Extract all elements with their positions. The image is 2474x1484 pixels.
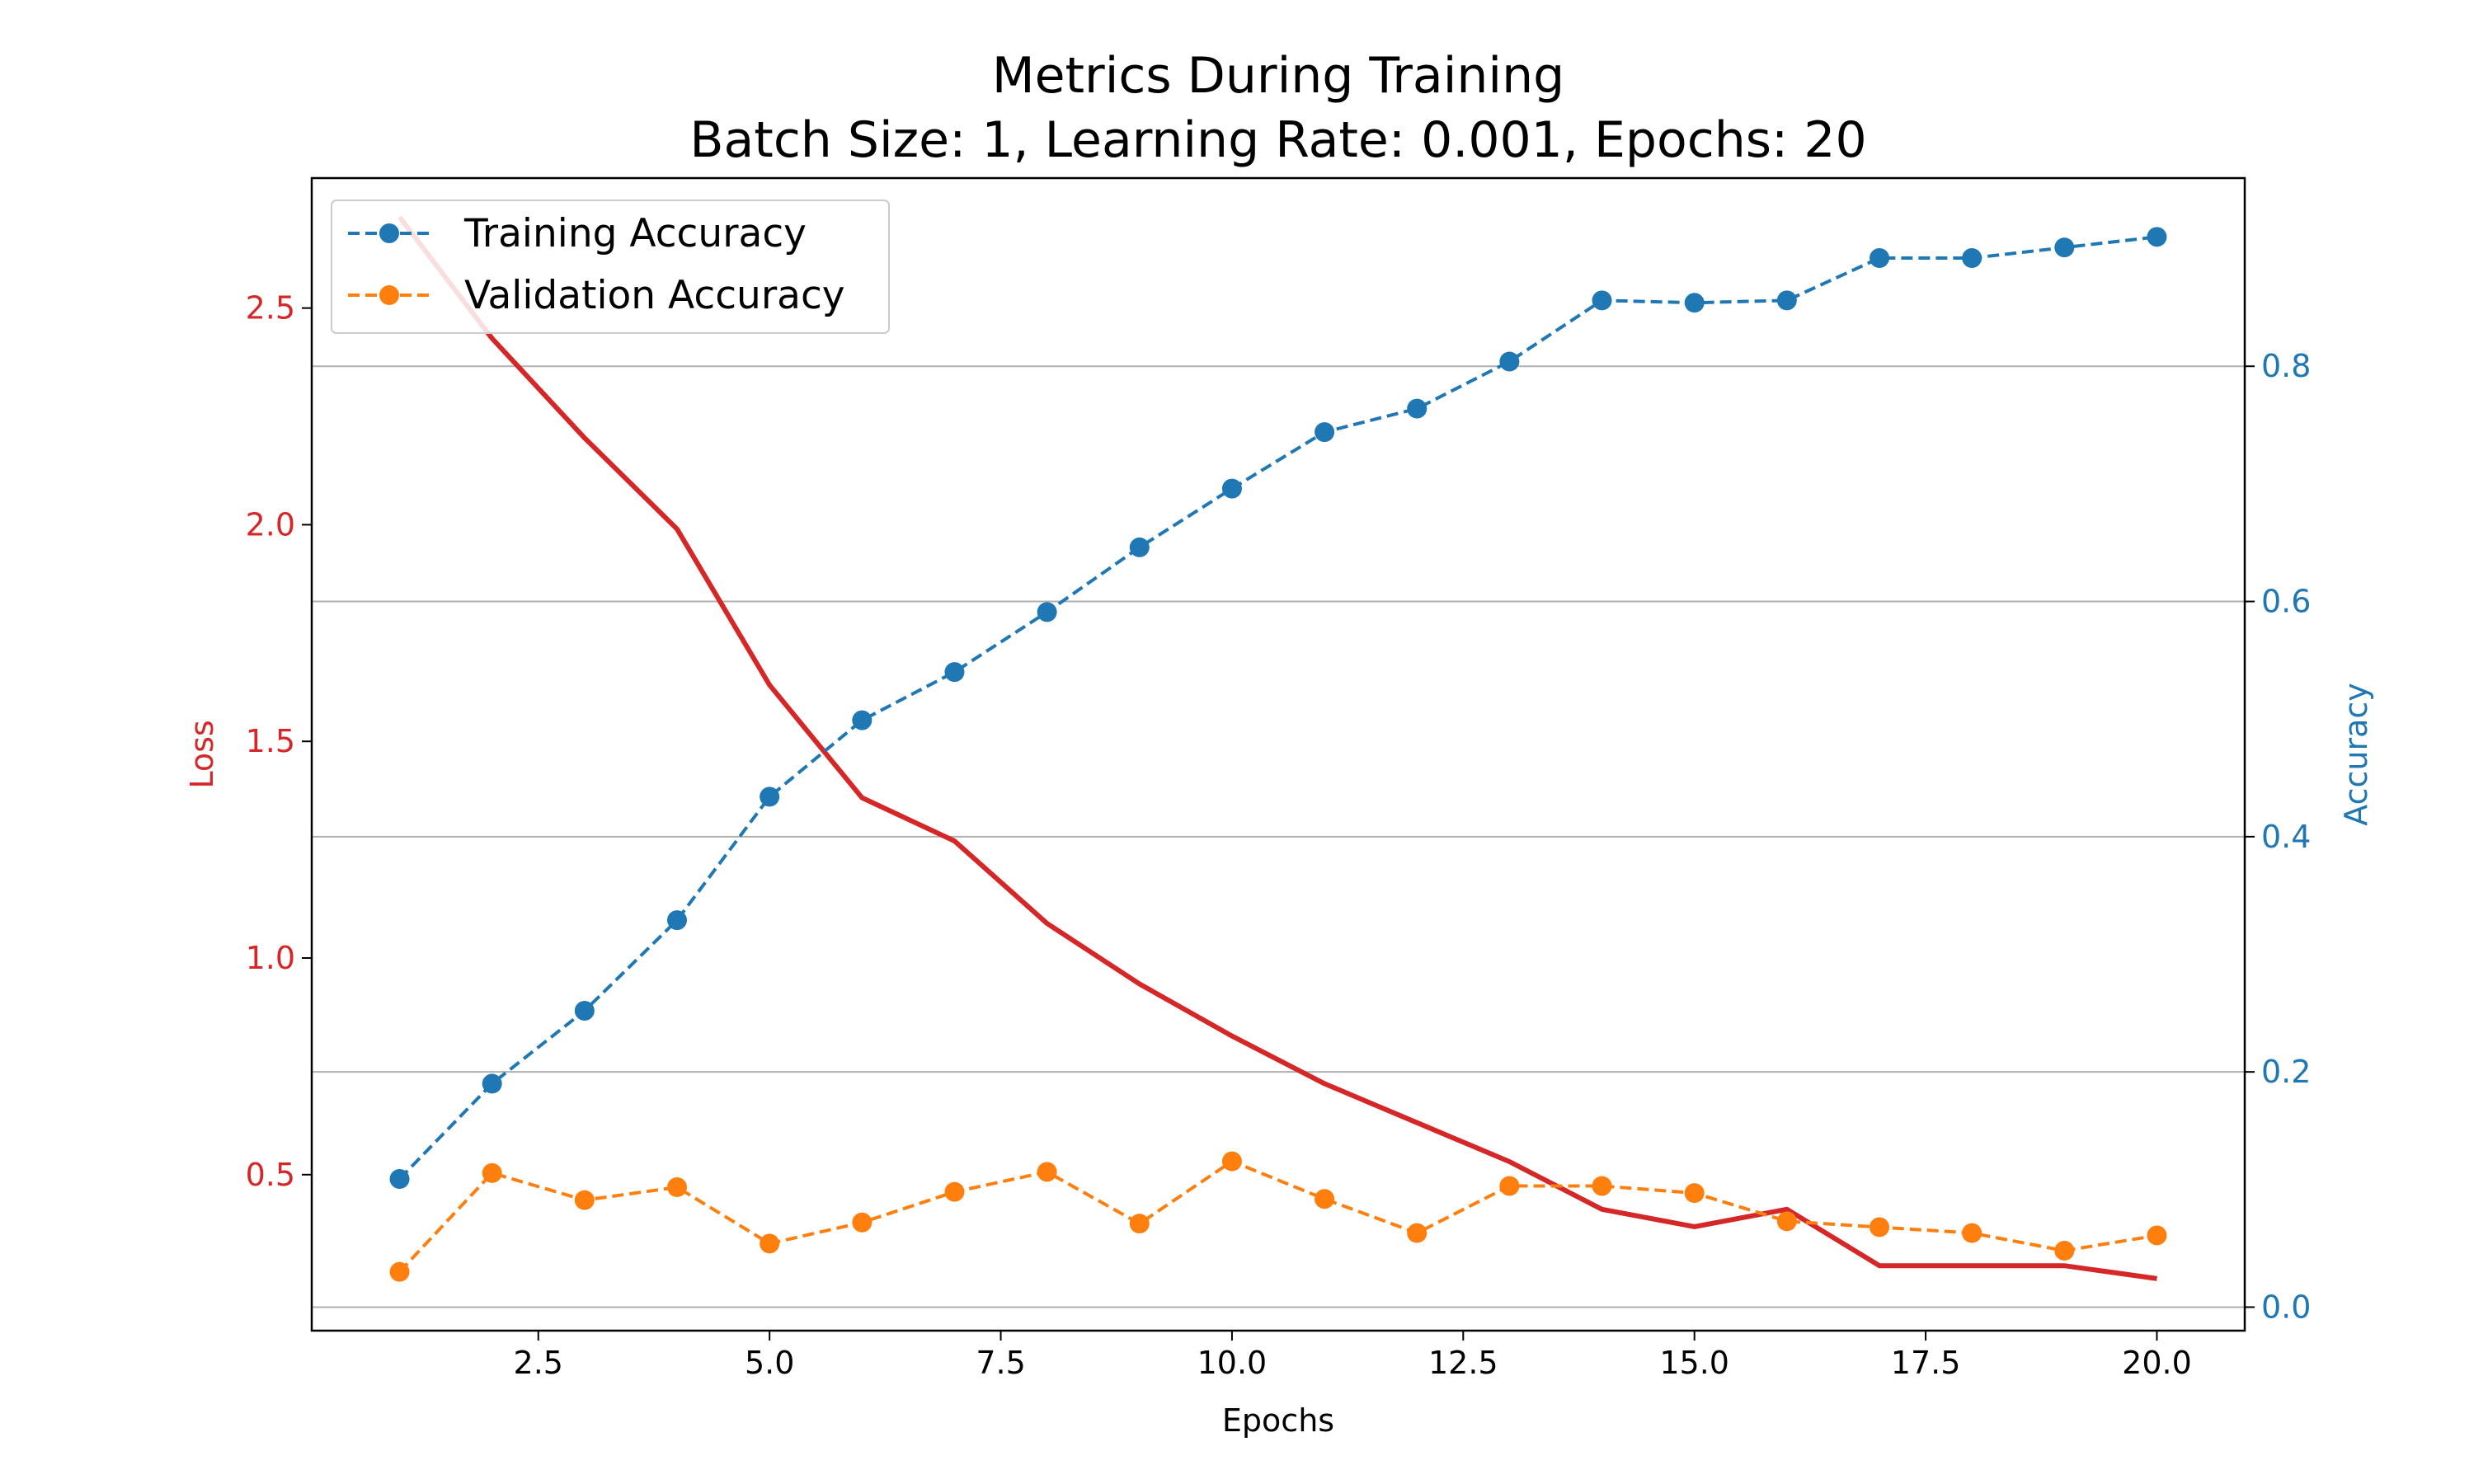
training-accuracy-point: [1221, 478, 1242, 499]
y-axis-right-label: Accuracy: [2338, 683, 2374, 826]
y-right-tick-label: 0.6: [2261, 584, 2311, 620]
training-accuracy-point: [1962, 248, 1982, 269]
x-tick-label: 7.5: [976, 1345, 1025, 1381]
validation-accuracy-point: [1407, 1223, 1427, 1243]
legend-training-marker: [379, 223, 399, 243]
x-axis-label: Epochs: [1222, 1402, 1334, 1439]
loss-line: [397, 215, 2157, 1281]
validation-accuracy-point: [1221, 1151, 1242, 1172]
grid-layer: [312, 365, 2245, 1308]
training-accuracy-point: [1684, 293, 1705, 313]
training-accuracy-point: [944, 662, 965, 683]
legend-box: [331, 200, 890, 334]
training-accuracy-point: [1407, 398, 1427, 419]
y-left-tick-label: 1.0: [246, 940, 295, 976]
legend-validation-label: Validation Accuracy: [464, 273, 845, 318]
x-axis: 2.5 5.0 7.5 10.0 12.5 15.0 17.5 20.0: [514, 1331, 2192, 1381]
validation-accuracy-point: [482, 1162, 502, 1183]
legend-validation-marker: [379, 285, 399, 305]
validation-accuracy-point: [1869, 1217, 1889, 1237]
training-accuracy-point: [389, 1168, 410, 1189]
validation-accuracy-point: [944, 1181, 965, 1202]
validation-accuracy-point: [1962, 1223, 1982, 1243]
validation-accuracy-point: [2054, 1240, 2075, 1261]
validation-accuracy-point: [1129, 1214, 1150, 1234]
training-accuracy-point: [2054, 237, 2075, 258]
training-accuracy-point: [2147, 227, 2167, 247]
y-left-tick-label: 1.5: [246, 723, 295, 759]
x-tick-label: 20.0: [2122, 1345, 2192, 1381]
y-axis-right: 0.0 0.2 0.4 0.6 0.8: [2245, 348, 2311, 1325]
y-left-tick-label: 2.5: [246, 290, 295, 326]
x-tick-label: 5.0: [745, 1345, 794, 1381]
validation-accuracy-point: [852, 1212, 872, 1233]
training-accuracy-point: [1869, 248, 1889, 269]
training-accuracy-point: [1776, 290, 1797, 311]
validation-accuracy-line: [398, 1159, 2157, 1274]
training-accuracy-point: [1315, 422, 1335, 443]
legend-training-label: Training Accuracy: [463, 211, 807, 256]
training-accuracy-point: [574, 1000, 595, 1021]
x-tick-label: 15.0: [1659, 1345, 1729, 1381]
validation-accuracy-point: [1037, 1162, 1057, 1182]
validation-accuracy-point: [760, 1233, 780, 1254]
y-axis-left: 0.5 1.0 1.5 2.0 2.5: [246, 290, 312, 1193]
validation-accuracy-point: [389, 1261, 410, 1282]
training-accuracy-point: [1037, 602, 1057, 622]
training-accuracy-point: [1129, 537, 1150, 557]
legend: Training Accuracy Validation Accuracy: [331, 200, 890, 334]
validation-accuracy-point: [667, 1176, 688, 1197]
validation-accuracy-point: [574, 1190, 595, 1210]
y-axis-left-label: Loss: [184, 720, 220, 788]
validation-accuracy-point: [1499, 1176, 1520, 1196]
x-tick-label: 17.5: [1891, 1345, 1961, 1381]
training-accuracy-point: [1499, 351, 1520, 372]
y-right-tick-label: 0.0: [2261, 1289, 2311, 1325]
training-accuracy-line: [398, 235, 2157, 1181]
training-accuracy-point: [1592, 290, 1612, 311]
x-tick-label: 10.0: [1197, 1345, 1268, 1381]
chart-subtitle: Batch Size: 1, Learning Rate: 0.001, Epo…: [689, 111, 1866, 169]
x-tick-label: 12.5: [1428, 1345, 1498, 1381]
x-tick-label: 2.5: [514, 1345, 563, 1381]
training-accuracy-point: [852, 710, 872, 730]
training-accuracy-point: [667, 910, 688, 931]
y-left-tick-label: 0.5: [246, 1157, 295, 1193]
y-right-tick-label: 0.2: [2261, 1054, 2311, 1090]
y-right-tick-label: 0.4: [2261, 819, 2311, 855]
validation-accuracy-point: [1776, 1211, 1797, 1232]
validation-accuracy-point: [2147, 1225, 2167, 1246]
validation-accuracy-point: [1315, 1189, 1335, 1209]
series-layer: [389, 215, 2167, 1282]
chart-title: Metrics During Training: [992, 47, 1564, 105]
validation-accuracy-point: [1684, 1183, 1705, 1204]
training-accuracy-point: [482, 1073, 502, 1094]
validation-accuracy-point: [1592, 1176, 1612, 1196]
plot-frame: [310, 176, 2246, 1332]
training-accuracy-point: [760, 787, 780, 807]
y-left-tick-label: 2.0: [246, 506, 295, 542]
y-right-tick-label: 0.8: [2261, 348, 2311, 384]
